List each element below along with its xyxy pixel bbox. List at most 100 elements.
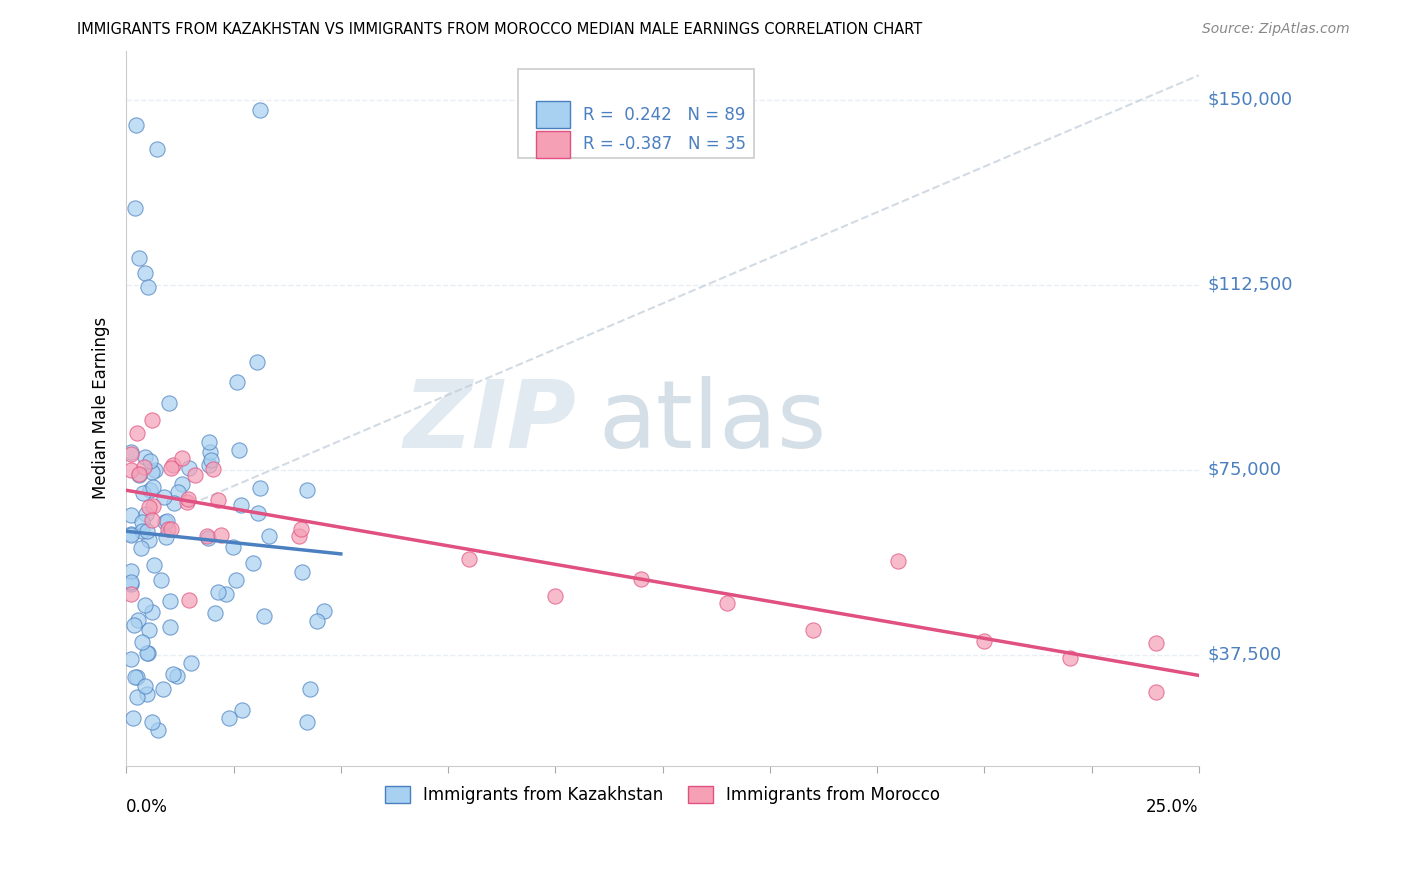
- Point: [125, 425, 148, 440]
- Point: [242, 556, 264, 570]
- Point: [290, 522, 312, 536]
- Point: [146, 723, 169, 737]
- Point: [120, 528, 142, 542]
- Point: [149, 574, 172, 588]
- Point: [135, 508, 157, 522]
- Point: [120, 527, 142, 541]
- Point: [202, 462, 225, 476]
- Point: [544, 589, 567, 603]
- Point: [249, 103, 271, 117]
- Point: [131, 515, 153, 529]
- Point: [160, 461, 183, 475]
- Point: [131, 634, 153, 648]
- Point: [122, 711, 145, 725]
- Point: [801, 623, 824, 637]
- Point: [162, 458, 184, 472]
- Point: [127, 690, 149, 704]
- Point: [197, 435, 219, 450]
- Point: [1144, 636, 1167, 650]
- Point: [122, 618, 145, 632]
- Point: [157, 396, 180, 410]
- Point: [226, 376, 249, 390]
- Legend: Immigrants from Kazakhstan, Immigrants from Morocco: Immigrants from Kazakhstan, Immigrants f…: [378, 780, 948, 811]
- Point: [246, 506, 269, 520]
- Point: [257, 529, 280, 543]
- Point: [120, 587, 142, 601]
- Point: [131, 524, 153, 539]
- Text: ZIP: ZIP: [404, 376, 576, 468]
- Point: [153, 490, 176, 504]
- Point: [297, 483, 319, 497]
- Point: [128, 468, 150, 483]
- Point: [136, 646, 159, 660]
- Point: [139, 454, 162, 468]
- Point: [120, 508, 142, 523]
- Point: [134, 450, 156, 464]
- Point: [197, 531, 219, 545]
- Point: [136, 687, 159, 701]
- Point: [129, 541, 152, 555]
- Point: [1144, 684, 1167, 698]
- Point: [231, 498, 253, 512]
- Point: [176, 495, 198, 509]
- Point: [124, 118, 146, 132]
- Point: [128, 251, 150, 265]
- Point: [887, 554, 910, 568]
- Point: [120, 575, 142, 590]
- Point: [141, 466, 163, 480]
- Point: [162, 667, 184, 681]
- Point: [246, 355, 269, 369]
- Point: [197, 458, 219, 472]
- Point: [134, 598, 156, 612]
- FancyBboxPatch shape: [517, 69, 754, 158]
- Point: [716, 597, 738, 611]
- Point: [134, 679, 156, 693]
- Point: [200, 453, 222, 467]
- Point: [630, 572, 652, 586]
- Point: [218, 711, 240, 725]
- Point: [180, 656, 202, 670]
- Point: [159, 594, 181, 608]
- Point: [128, 467, 150, 481]
- Point: [132, 486, 155, 500]
- Point: [124, 202, 146, 216]
- Bar: [536, 102, 571, 128]
- Point: [170, 451, 193, 466]
- Point: [152, 681, 174, 696]
- Point: [138, 533, 160, 548]
- Point: [141, 714, 163, 729]
- Text: Source: ZipAtlas.com: Source: ZipAtlas.com: [1202, 22, 1350, 37]
- Point: [249, 482, 271, 496]
- Point: [155, 530, 177, 544]
- Point: [134, 460, 156, 475]
- Point: [139, 483, 162, 497]
- Text: 0.0%: 0.0%: [127, 797, 169, 816]
- Point: [172, 477, 194, 491]
- Point: [179, 593, 201, 607]
- Point: [142, 499, 165, 513]
- Point: [222, 540, 245, 554]
- Point: [145, 462, 167, 476]
- Point: [167, 485, 190, 500]
- Point: [200, 444, 222, 458]
- Point: [141, 512, 163, 526]
- Text: $112,500: $112,500: [1208, 276, 1292, 293]
- Point: [215, 587, 238, 601]
- Text: $37,500: $37,500: [1208, 646, 1281, 664]
- Point: [207, 585, 229, 599]
- Point: [1059, 650, 1081, 665]
- Text: R = -0.387   N = 35: R = -0.387 N = 35: [583, 136, 747, 153]
- Point: [166, 669, 188, 683]
- Point: [156, 522, 179, 536]
- Point: [120, 463, 142, 477]
- Point: [159, 620, 181, 634]
- Point: [299, 681, 322, 696]
- Point: [291, 566, 314, 580]
- Point: [160, 522, 183, 536]
- Point: [120, 446, 142, 460]
- Point: [120, 577, 142, 591]
- Point: [125, 670, 148, 684]
- Point: [142, 480, 165, 494]
- Point: [163, 496, 186, 510]
- Point: [156, 514, 179, 528]
